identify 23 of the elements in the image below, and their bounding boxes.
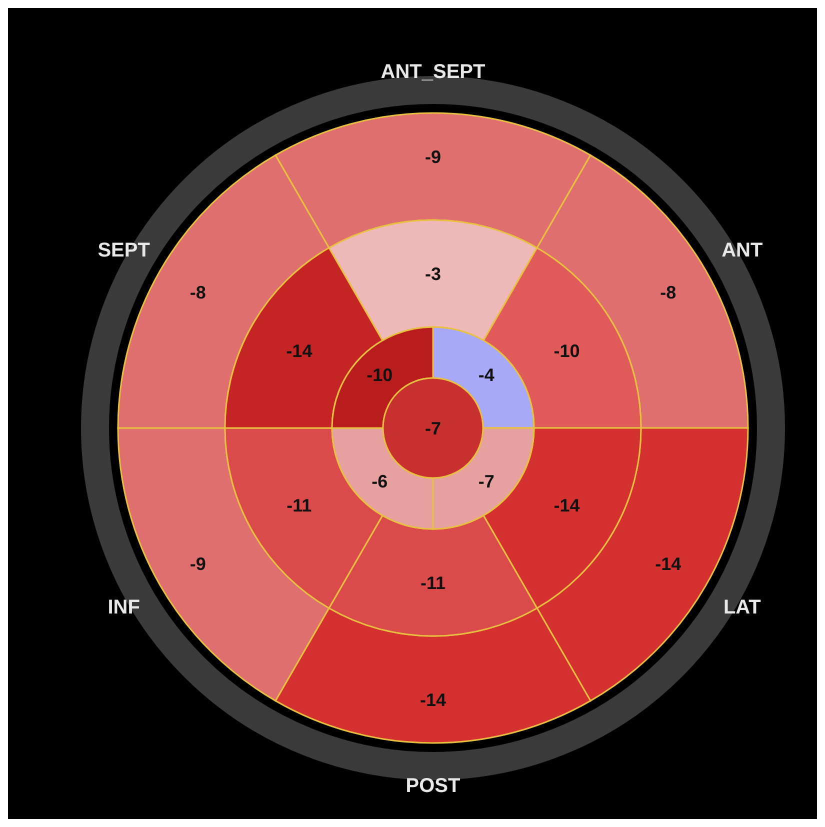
category-label: SEPT	[98, 240, 150, 262]
data-label: -14	[554, 496, 580, 516]
category-label: LAT	[723, 596, 761, 618]
data-label: -7	[424, 418, 442, 438]
data-label: -14	[286, 341, 312, 362]
data-label: -11	[420, 572, 446, 593]
data-label: -14	[420, 690, 446, 710]
category-label: POST	[406, 775, 460, 797]
data-label: -8	[660, 282, 676, 303]
data-label: -11	[286, 496, 312, 516]
data-label: -3	[424, 264, 442, 284]
data-label: -7	[478, 472, 494, 492]
category-label: INF	[108, 596, 140, 618]
data-label: -4	[478, 364, 494, 385]
data-label: -9	[424, 146, 442, 167]
data-label: -9	[190, 554, 206, 574]
data-label: -10	[554, 341, 580, 362]
category-label: ANT_SEPT	[380, 61, 486, 83]
data-label: -6	[372, 472, 388, 492]
data-label: -10	[366, 364, 393, 385]
data-label: -8	[190, 282, 206, 303]
category-label: ANT	[722, 240, 763, 262]
data-label: -14	[655, 554, 682, 574]
